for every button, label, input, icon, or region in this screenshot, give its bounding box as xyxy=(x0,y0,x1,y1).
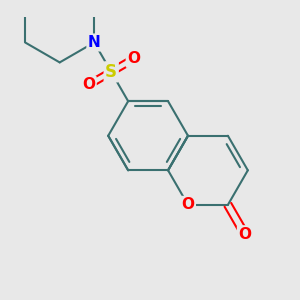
Text: N: N xyxy=(88,35,100,50)
Text: O: O xyxy=(182,197,194,212)
Text: S: S xyxy=(105,63,117,81)
Text: O: O xyxy=(238,227,251,242)
Text: O: O xyxy=(82,77,95,92)
Text: O: O xyxy=(127,51,140,66)
